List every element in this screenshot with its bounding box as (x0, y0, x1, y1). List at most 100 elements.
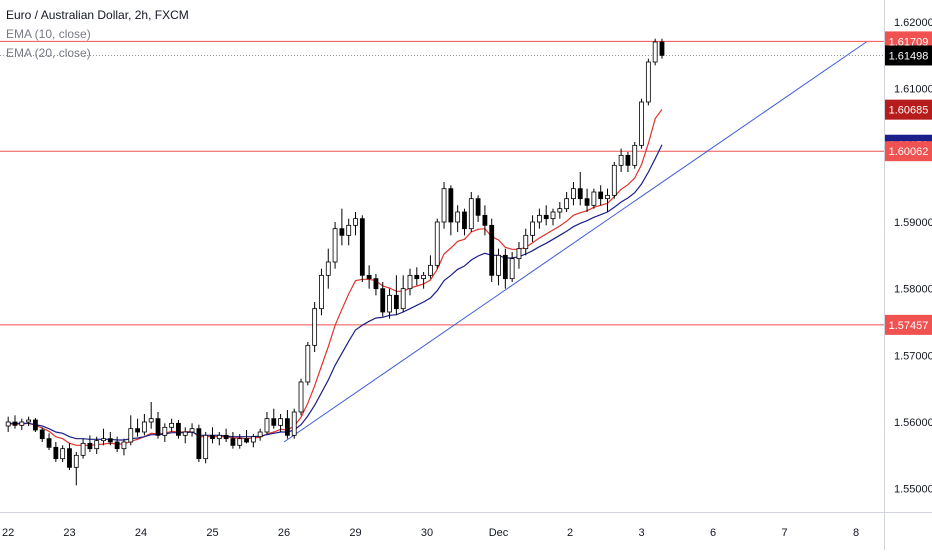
candle-down (12, 421, 18, 426)
candle-up (80, 442, 86, 456)
candle-up (591, 191, 597, 206)
candle-down (625, 154, 631, 166)
candle-up (611, 164, 617, 196)
candle-down (135, 428, 140, 433)
candle-up (428, 264, 433, 276)
chart-legend: Euro / Australian Dollar, 2h, FXCM EMA (… (6, 6, 189, 63)
candle-up (530, 221, 535, 236)
candle-down (489, 224, 495, 276)
price-tick-label: 1.61000 (894, 84, 932, 96)
candle-up (605, 194, 610, 200)
candle-up (101, 438, 106, 442)
price-axis-label: 1.60685 (889, 105, 929, 117)
candle-down (285, 418, 290, 436)
candle-up (618, 154, 624, 166)
time-tick-label: 2 (567, 527, 573, 539)
candle-down (223, 434, 229, 440)
candle-up (421, 274, 427, 280)
time-tick-label: 30 (421, 527, 433, 539)
candle-up (250, 436, 256, 443)
candle-up (332, 228, 338, 263)
candle-up (509, 258, 515, 280)
time-tick-label: 26 (278, 527, 290, 539)
candle-up (169, 422, 175, 428)
candle-up (557, 208, 563, 213)
candle-down (244, 438, 249, 443)
candle-down (584, 198, 590, 206)
candle-down (366, 274, 372, 280)
candle-down (114, 441, 120, 450)
candle-up (550, 211, 556, 220)
time-tick-label: 3 (638, 527, 644, 539)
candle-up (346, 224, 352, 236)
candle-up (325, 261, 331, 276)
time-tick-label: 7 (782, 527, 788, 539)
candle-up (455, 211, 461, 223)
candle-up (305, 344, 311, 383)
candle-down (87, 442, 93, 450)
candle-down (373, 278, 379, 290)
candle-down (393, 294, 399, 310)
candle-up (523, 234, 529, 250)
candle-up (5, 421, 11, 427)
candle-down (67, 448, 72, 468)
trendline (283, 41, 867, 443)
candle-down (39, 429, 45, 440)
candle-down (46, 438, 52, 448)
candle-down (196, 428, 202, 460)
candle-up (571, 188, 576, 200)
candle-up (121, 441, 127, 450)
candle-up (128, 428, 134, 443)
candle-up (407, 274, 413, 290)
price-tick-label: 1.62000 (894, 17, 932, 29)
candle-up (257, 431, 263, 438)
candle-up (536, 214, 542, 223)
candle-down (577, 188, 583, 200)
time-tick-label: 22 (2, 527, 14, 539)
candle-up (496, 254, 501, 276)
candle-up (237, 438, 243, 446)
time-tick-label: 24 (135, 527, 147, 539)
legend-symbol[interactable]: Euro / Australian Dollar, 2h, FXCM (6, 8, 189, 22)
candle-down (53, 446, 59, 460)
price-axis-label-bg (885, 141, 932, 162)
candle-down (598, 191, 604, 200)
candle-up (216, 434, 222, 440)
candle-up (434, 221, 440, 266)
candle-up (312, 308, 318, 346)
candle-up (148, 418, 154, 423)
candle-up (94, 440, 100, 450)
candle-up (141, 421, 147, 433)
candle-down (210, 434, 215, 440)
price-tick-label: 1.59000 (894, 217, 932, 229)
candle-down (339, 228, 345, 236)
legend-ema-10[interactable]: EMA (10, close) (6, 27, 91, 41)
price-tick-label: 1.58000 (894, 284, 932, 296)
candle-down (448, 188, 454, 223)
candle-up (468, 198, 474, 230)
candle-up (441, 188, 447, 223)
time-tick-label: 25 (206, 527, 218, 539)
price-axis-label: 1.60062 (889, 146, 929, 158)
candle-down (659, 41, 665, 56)
candle-down (543, 214, 549, 220)
candle-up (26, 419, 32, 423)
price-axis-label-bg (885, 314, 932, 335)
candle-down (107, 438, 113, 443)
candle-up (564, 198, 570, 210)
candle-up (639, 101, 644, 146)
candle-up (60, 448, 66, 460)
price-axis-label: 1.61709 (889, 36, 929, 48)
candle-down (33, 419, 38, 431)
candle-up (632, 144, 638, 166)
legend-ema-20[interactable]: EMA (20, close) (6, 46, 91, 60)
candle-up (291, 411, 297, 436)
candle-up (652, 41, 658, 63)
candle-up (387, 294, 392, 313)
price-tick-label: 1.57000 (894, 350, 932, 362)
candle-up (182, 431, 188, 436)
time-tick-label: 8 (853, 527, 859, 539)
candle-up (516, 248, 522, 260)
